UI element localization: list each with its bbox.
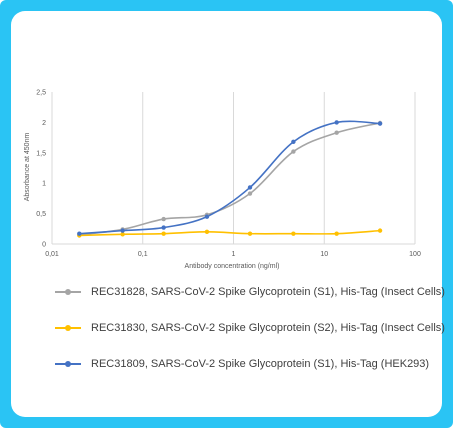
y-tick-label: 1,5 (36, 150, 46, 157)
data-point-2 (334, 120, 339, 125)
data-point-1 (120, 232, 125, 237)
legend-marker-s2-insect (65, 325, 71, 331)
x-tick-label: 0,01 (45, 251, 59, 258)
y-tick-label: 1 (42, 181, 46, 188)
legend-item-s2-insect: REC31830, SARS-CoV-2 Spike Glycoprotein … (55, 318, 445, 338)
legend-label-s1-hek293: REC31809, SARS-CoV-2 Spike Glycoprotein … (91, 358, 430, 370)
y-tick-label: 2 (42, 120, 46, 127)
x-tick-label: 1 (232, 251, 236, 258)
data-point-2 (77, 231, 82, 236)
data-point-1 (291, 231, 296, 236)
data-point-2 (120, 228, 125, 233)
legend-label-s2-insect: REC31830, SARS-CoV-2 Spike Glycoprotein … (91, 322, 445, 334)
y-tick-label: 2,5 (36, 90, 46, 97)
legend-swatch-s1-insect (55, 289, 81, 295)
x-tick-label: 0,1 (138, 251, 148, 258)
y-tick-label: 0,5 (36, 211, 46, 218)
data-point-1 (161, 231, 166, 236)
x-axis: 0,01 0,1 1 10 100 (45, 251, 421, 258)
legend-swatch-s1-hek293 (55, 361, 81, 367)
data-point-1 (334, 231, 339, 236)
y-axis-label: Absorbance at 450nm (24, 133, 31, 202)
series-line-1 (79, 229, 381, 237)
legend-item-s1-insect: REC31828, SARS-CoV-2 Spike Glycoprotein … (55, 282, 445, 302)
data-point-2 (291, 139, 296, 145)
legend-swatch-s2-insect (55, 325, 81, 331)
series-lines (79, 120, 381, 237)
data-point-1 (247, 231, 253, 236)
grid-lines (51, 92, 416, 245)
data-point-1 (204, 229, 210, 235)
y-axis: 0 0,5 1 1,5 2 2,5 (36, 90, 46, 249)
legend-marker-s1-hek293 (65, 361, 71, 367)
series-points (77, 120, 383, 238)
x-tick-label: 100 (409, 251, 421, 258)
series-line-2 (79, 120, 381, 235)
legend: REC31828, SARS-CoV-2 Spike Glycoprotein … (55, 282, 445, 390)
legend-item-s1-hek293: REC31809, SARS-CoV-2 Spike Glycoprotein … (55, 354, 445, 374)
x-axis-label: Antibody concentration (ng/ml) (185, 263, 280, 270)
data-point-0 (291, 149, 296, 154)
chart-panel (11, 11, 442, 417)
legend-label-s1-insect: REC31828, SARS-CoV-2 Spike Glycoprotein … (91, 286, 445, 298)
x-tick-label: 10 (320, 251, 328, 258)
data-point-2 (161, 225, 166, 230)
data-point-0 (334, 130, 339, 135)
data-point-2 (204, 214, 210, 219)
y-tick-label: 0 (42, 242, 46, 249)
legend-marker-s1-insect (65, 289, 71, 295)
data-point-0 (161, 216, 166, 222)
data-point-2 (377, 121, 383, 126)
data-point-2 (247, 185, 253, 190)
series-line-0 (79, 122, 381, 236)
data-point-0 (247, 191, 253, 196)
data-point-1 (377, 228, 383, 233)
